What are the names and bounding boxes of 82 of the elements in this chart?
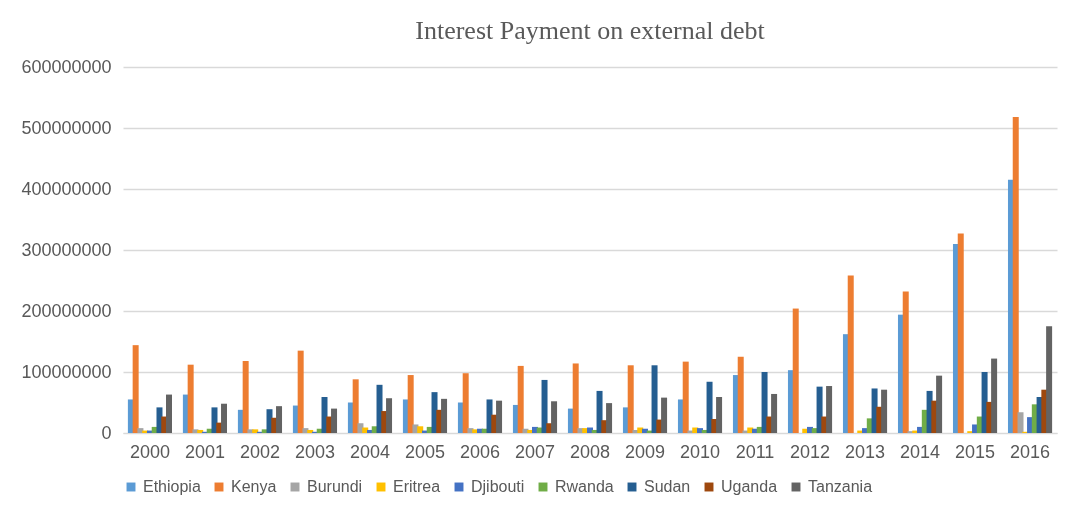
y-tick-label: 0 (101, 422, 112, 443)
legend-label: Kenya (231, 478, 277, 495)
bar (1012, 117, 1019, 433)
bar (661, 397, 668, 433)
legend-label: Djibouti (471, 478, 525, 495)
bar (252, 429, 259, 433)
x-tick-label: 2005 (404, 441, 446, 462)
bar (276, 406, 283, 433)
x-tick-label: 2014 (900, 441, 941, 462)
bar (1017, 412, 1024, 433)
bar (386, 398, 393, 433)
x-tick-label: 2012 (790, 441, 831, 462)
x-tick-label: 2000 (129, 441, 170, 462)
bar (407, 375, 414, 433)
x-tick-label: 2007 (514, 441, 556, 462)
y-tick-label: 600000000 (21, 56, 112, 77)
bar (197, 429, 204, 433)
legend-label: Burundi (307, 478, 363, 495)
legend-label: Sudan (644, 478, 691, 495)
bar (991, 358, 998, 433)
bar (417, 426, 424, 433)
y-tick-label: 100000000 (21, 361, 112, 382)
bar (936, 375, 943, 433)
bar (551, 401, 558, 433)
bar (716, 397, 723, 433)
bar (792, 308, 799, 433)
bar (462, 373, 469, 433)
legend-label: Tanzania (808, 478, 873, 495)
bar (682, 361, 689, 433)
y-tick-label: 300000000 (21, 239, 112, 260)
y-tick-label: 400000000 (21, 178, 112, 199)
bar (957, 233, 964, 433)
bar (441, 398, 448, 433)
bar (1046, 326, 1053, 433)
y-tick-label: 200000000 (21, 300, 112, 321)
bar (517, 365, 524, 433)
x-tick-label: 2001 (184, 441, 225, 462)
x-tick-label: 2016 (1010, 441, 1051, 462)
bar (187, 364, 194, 433)
y-tick-label: 500000000 (21, 117, 112, 138)
bar (881, 389, 888, 433)
bar (221, 403, 228, 433)
legend-label: Uganda (721, 478, 778, 495)
bar (132, 345, 139, 433)
bar (166, 394, 173, 433)
x-tick-label: 2013 (845, 441, 886, 462)
bar (211, 407, 218, 433)
x-tick-label: 2010 (679, 441, 721, 462)
bar (242, 361, 249, 433)
bar (302, 428, 309, 433)
bar (697, 428, 704, 433)
x-tick-label: 2009 (624, 441, 666, 462)
bar (737, 356, 744, 433)
bar (706, 381, 713, 433)
legend-label: Rwanda (555, 478, 614, 495)
bar (651, 365, 658, 433)
bar (541, 379, 548, 433)
bar (496, 400, 503, 433)
bar (297, 350, 304, 433)
bar (771, 393, 778, 433)
bar (847, 275, 854, 433)
x-tick-label: 2011 (735, 441, 775, 462)
bar (572, 363, 579, 433)
bar (307, 429, 314, 433)
bar (137, 428, 144, 433)
bar (826, 386, 833, 433)
bar (331, 408, 338, 433)
legend-label: Eritrea (393, 478, 441, 495)
x-tick-label: 2002 (239, 441, 280, 462)
x-tick-label: 2003 (294, 441, 335, 462)
bar (606, 403, 613, 433)
x-tick-label: 2006 (459, 441, 501, 462)
bar (761, 372, 768, 433)
bar (627, 365, 634, 433)
x-tick-label: 2008 (569, 441, 611, 462)
chart-title: Interest Payment on external debt (415, 16, 766, 45)
legend-label: Ethiopia (143, 478, 201, 495)
bar (357, 423, 364, 433)
x-tick-label: 2004 (349, 441, 390, 462)
bar (352, 379, 359, 433)
x-tick-label: 2015 (955, 441, 996, 462)
bar (902, 291, 909, 433)
